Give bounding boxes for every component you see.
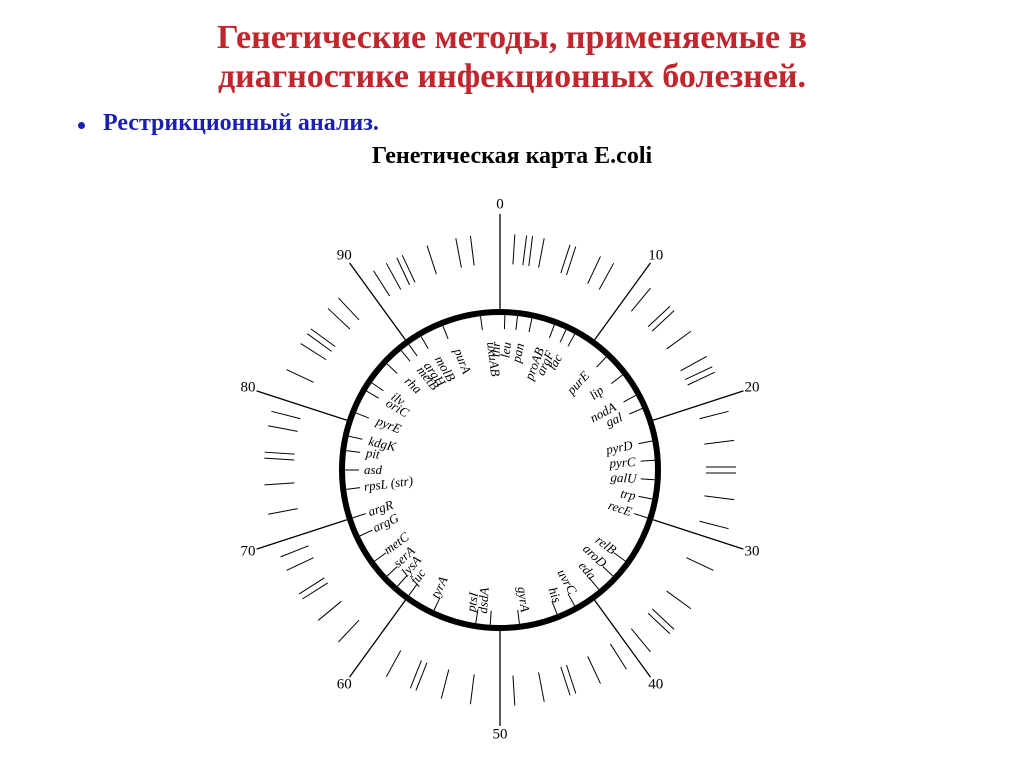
minute-label: 30	[745, 544, 760, 561]
gene-label: ptsI	[463, 591, 482, 613]
minute-label: 70	[240, 544, 255, 561]
gene-label: galU	[610, 469, 637, 487]
bullet-item: Рестрикционный анализ.	[0, 110, 1024, 137]
minute-label: 50	[493, 727, 508, 744]
map-subtitle: Генетическая карта E.coli	[0, 143, 1024, 170]
title-line2: диагностике инфекционных болезней.	[218, 58, 806, 95]
minute-label: 20	[745, 380, 760, 397]
genetic-map: 0102030405060708090thrleupanproABargFlac…	[0, 170, 1024, 730]
minute-label: 90	[337, 247, 352, 264]
page-title: Генетические методы, применяемые в диагн…	[0, 0, 1024, 96]
bullet-dot	[78, 122, 85, 129]
bullet-text: Рестрикционный анализ.	[103, 110, 379, 137]
minute-label: 60	[337, 676, 352, 693]
minute-label: 80	[240, 380, 255, 397]
minute-label: 0	[496, 197, 504, 214]
gene-label: asd	[364, 462, 382, 478]
minute-label: 10	[648, 247, 663, 264]
gene-label: gyrA	[514, 586, 533, 613]
title-line1: Генетические методы, применяемые в	[217, 19, 807, 56]
minute-label: 40	[648, 676, 663, 693]
map-svg	[0, 170, 1024, 730]
